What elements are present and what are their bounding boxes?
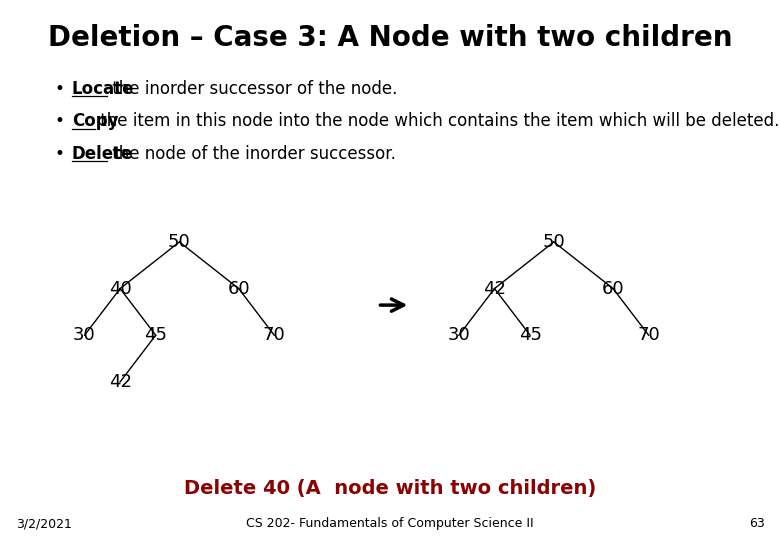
Text: 60: 60 <box>227 280 250 298</box>
Text: 45: 45 <box>519 326 541 344</box>
Text: 45: 45 <box>144 326 167 344</box>
Text: •: • <box>55 80 65 98</box>
Text: the inorder successor of the node.: the inorder successor of the node. <box>107 80 397 98</box>
Text: 40: 40 <box>108 280 132 298</box>
Text: 30: 30 <box>448 326 470 344</box>
Text: 60: 60 <box>601 280 625 298</box>
Text: Copy: Copy <box>72 112 119 131</box>
Text: Locate: Locate <box>72 80 134 98</box>
Text: 50: 50 <box>542 233 565 251</box>
Text: 70: 70 <box>263 326 285 344</box>
Text: the item in this node into the node which contains the item which will be delete: the item in this node into the node whic… <box>95 112 779 131</box>
Text: 50: 50 <box>168 233 191 251</box>
Text: 63: 63 <box>749 517 764 530</box>
Text: 30: 30 <box>73 326 96 344</box>
Text: 3/2/2021: 3/2/2021 <box>16 517 72 530</box>
Text: Delete 40 (A  node with two children): Delete 40 (A node with two children) <box>184 479 596 498</box>
Text: 42: 42 <box>483 280 506 298</box>
Text: Delete: Delete <box>72 145 133 163</box>
Text: 42: 42 <box>108 373 132 391</box>
Text: Deletion – Case 3: A Node with two children: Deletion – Case 3: A Node with two child… <box>48 24 732 52</box>
Text: the node of the inorder successor.: the node of the inorder successor. <box>107 145 395 163</box>
Text: •: • <box>55 112 65 131</box>
Text: •: • <box>55 145 65 163</box>
Text: CS 202- Fundamentals of Computer Science II: CS 202- Fundamentals of Computer Science… <box>246 517 534 530</box>
Text: 70: 70 <box>637 326 660 344</box>
